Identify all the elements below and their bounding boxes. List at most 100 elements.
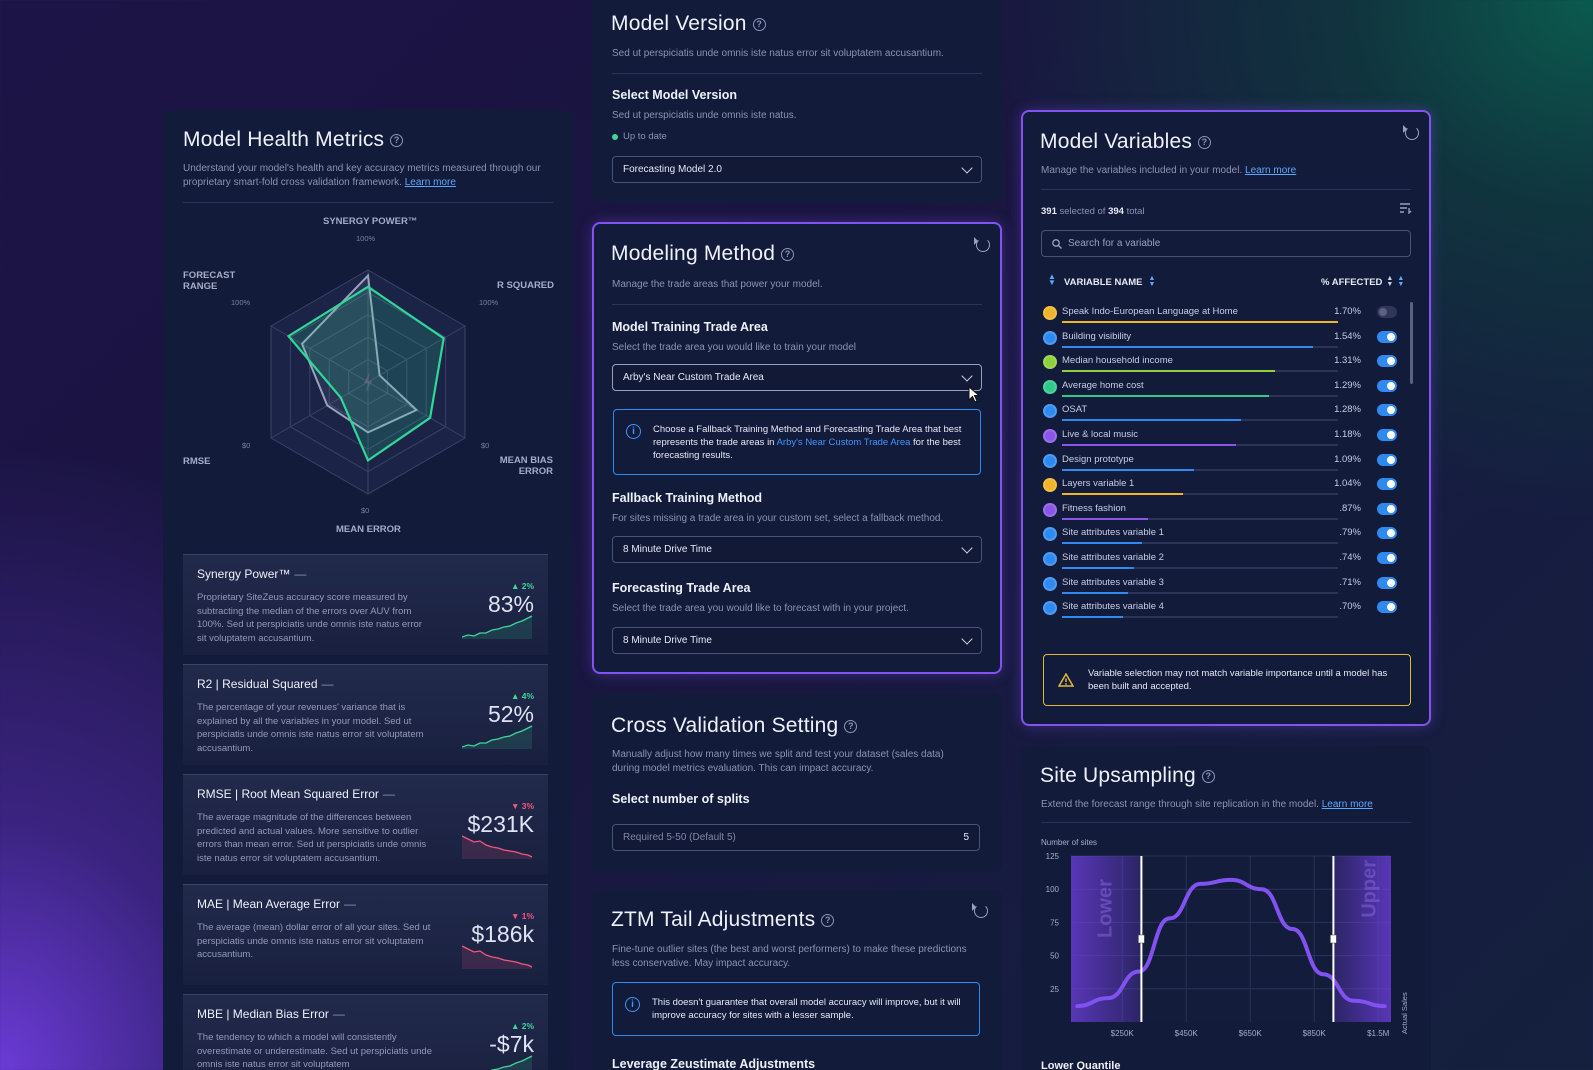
sort-icon[interactable]: ▲ ▼ (1048, 272, 1056, 287)
splits-input[interactable]: Required 5-50 (Default 5) 5 (612, 824, 980, 851)
fallback-method-select[interactable]: 8 Minute Drive Time (612, 536, 982, 563)
variable-row[interactable]: Site attributes variable 1 .79% (1043, 525, 1411, 549)
metric-card: MBE | Median Bias Error — The tendency to … (183, 994, 548, 1070)
radar-label-mean-error: MEAN ERROR (336, 524, 401, 535)
reset-icon[interactable] (1403, 125, 1419, 140)
variable-row[interactable]: Building visibility 1.54% (1043, 329, 1411, 353)
metric-change: ▲ 2% (510, 581, 534, 591)
help-icon[interactable]: ? (752, 17, 766, 31)
variable-toggle[interactable] (1377, 404, 1397, 417)
help-icon[interactable]: ? (821, 913, 835, 927)
variable-toggle[interactable] (1377, 355, 1397, 368)
variable-toggle[interactable] (1377, 552, 1397, 564)
variable-toggle[interactable] (1377, 306, 1397, 318)
training-trade-area-select[interactable]: Arby's Near Custom Trade Area (612, 364, 982, 391)
lower-cut-handle[interactable] (1138, 934, 1145, 944)
col-variable-name[interactable]: VARIABLE NAME ▲ ▼ (1064, 275, 1155, 288)
variable-category-icon (1043, 429, 1057, 443)
leverage-adjustments-label: Leverage Zeustimate Adjustments (612, 1057, 816, 1070)
health-learn-more-link[interactable]: Learn more (404, 177, 456, 188)
collapse-dash[interactable]: — (343, 897, 356, 911)
variable-row[interactable]: Average home cost 1.29% (1043, 378, 1411, 402)
variable-category-icon (1043, 306, 1057, 320)
variable-row[interactable]: Live & local music 1.18% (1043, 427, 1411, 451)
trade-area-info-box: i Choose a Fallback Training Method and … (613, 409, 981, 475)
collapse-dash[interactable]: — (294, 567, 307, 581)
variable-bar (1062, 468, 1195, 471)
reset-icon[interactable] (972, 903, 988, 918)
radar-tick-0-left: $0 (242, 441, 251, 450)
ztm-description: Fine-tune outlier sites (the best and wo… (612, 944, 967, 969)
help-icon[interactable]: ? (1198, 135, 1212, 149)
training-trade-area-value: Arby's Near Custom Trade Area (623, 372, 764, 383)
y-tick-label: 125 (1046, 852, 1060, 861)
radar-tick-100-right: 100% (479, 298, 499, 307)
variable-toggle[interactable] (1377, 478, 1397, 491)
variable-search-input[interactable]: Search for a variable (1041, 230, 1411, 257)
variable-toggle[interactable] (1377, 429, 1397, 441)
variable-pct: 1.31% (1334, 355, 1361, 367)
upper-cut-handle[interactable] (1330, 934, 1337, 944)
radar-axis (270, 325, 369, 383)
variable-row[interactable]: Design prototype 1.09% (1043, 452, 1411, 476)
variable-bar (1062, 542, 1143, 545)
forecast-trade-area-select[interactable]: 8 Minute Drive Time (612, 627, 982, 654)
variable-toggle[interactable] (1377, 330, 1397, 343)
metric-sparkline (462, 725, 533, 749)
model-version-card: Model Version ? Sed ut perspiciatis unde… (592, 0, 1002, 202)
variable-toggle[interactable] (1377, 379, 1397, 392)
help-icon[interactable]: ? (844, 719, 858, 733)
metric-value: 83% (487, 591, 534, 617)
variable-name: Site attributes variable 2 (1062, 552, 1164, 563)
variable-toggle[interactable] (1377, 576, 1397, 589)
variable-toggle[interactable] (1377, 502, 1397, 515)
vars-learn-more-link[interactable]: Learn more (1245, 165, 1297, 176)
variable-bar-track (1062, 616, 1338, 619)
health-title-row: Model Health Metrics ? (183, 128, 404, 152)
variable-row[interactable]: Fitness fashion .87% (1043, 501, 1411, 525)
vars-desc-text: Manage the variables included in your mo… (1041, 165, 1243, 176)
warning-text: Variable selection may not match variabl… (1088, 668, 1388, 692)
radar-axis (367, 325, 466, 383)
variable-row[interactable]: Median household income 1.31% (1043, 353, 1411, 377)
metric-sparkline (462, 615, 533, 639)
metric-card: MAE | Mean Average Error — The average (me… (183, 884, 548, 985)
collapse-dash[interactable]: — (332, 1007, 345, 1021)
variable-toggle[interactable] (1377, 527, 1397, 540)
metric-title: R2 | Residual Squared — (197, 677, 534, 691)
radar-tick-0-bottom: $0 (361, 506, 370, 515)
help-icon[interactable]: ? (390, 133, 404, 147)
variable-pct: .79% (1339, 527, 1361, 539)
reset-icon[interactable] (974, 237, 990, 252)
divider (1041, 822, 1411, 823)
variable-row[interactable]: Speak Indo-European Language at Home 1.70… (1043, 304, 1411, 328)
info-icon: i (625, 997, 640, 1012)
variable-row[interactable]: OSAT 1.28% (1043, 402, 1411, 426)
model-version-select[interactable]: Forecasting Model 2.0 (612, 156, 982, 183)
lower-label: Lower (1094, 879, 1116, 938)
variable-bar (1062, 394, 1269, 397)
variable-row[interactable]: Site attributes variable 3 .71% (1043, 575, 1411, 599)
cross-validation-card: Cross Validation Setting ? Manually adju… (592, 694, 1002, 872)
variable-pct: .87% (1339, 502, 1361, 514)
model-health-card: Model Health Metrics ? Understand your m… (163, 110, 573, 1070)
collapse-dash[interactable]: — (321, 677, 334, 691)
upsampling-learn-more-link[interactable]: Learn more (1321, 799, 1373, 810)
variable-pct: 1.09% (1334, 453, 1361, 465)
metric-change: ▲ 2% (510, 1021, 534, 1031)
help-icon[interactable]: ? (1201, 769, 1215, 783)
variable-toggle[interactable] (1377, 453, 1397, 466)
variable-name: Layers variable 1 (1062, 478, 1135, 490)
variable-row[interactable]: Layers variable 1 1.04% (1043, 476, 1411, 500)
variable-row[interactable]: Site attributes variable 2 .74% (1043, 550, 1411, 574)
col-pct-affected[interactable]: % AFFECTED ▲ ▼ ▲ ▼ (1321, 275, 1404, 288)
variable-row[interactable]: Site attributes variable 4 .70% (1043, 599, 1411, 620)
ztm-info-text: This doesn't guarantee that overall mode… (652, 997, 961, 1021)
search-placeholder: Search for a variable (1068, 238, 1161, 249)
collapse-dash[interactable]: — (382, 787, 395, 801)
variable-toggle[interactable] (1377, 601, 1397, 614)
variable-list-scrollbar[interactable] (1410, 302, 1413, 384)
sort-list-icon[interactable] (1399, 202, 1413, 214)
info-trade-area-link[interactable]: Arby's Near Custom Trade Area (776, 437, 911, 448)
help-icon[interactable]: ? (781, 247, 795, 261)
